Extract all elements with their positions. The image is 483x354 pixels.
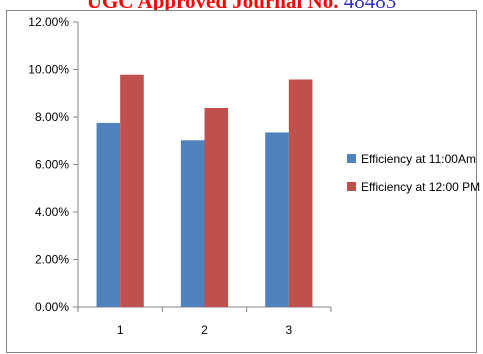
- y-axis: 0.00% 2.00% 4.00% 6.00% 8.00% 10.00% 12.00%: [28, 15, 79, 314]
- bar-series-2-cat-3: [288, 79, 313, 307]
- legend-swatch-1: [347, 154, 356, 163]
- x-axis: 1 2 3: [77, 306, 332, 337]
- y-tick-label: 0.00%: [35, 300, 69, 314]
- bar-series-1-cat-3: [265, 132, 289, 307]
- bar-series-1-cat-2: [180, 140, 205, 307]
- y-tick-label: 2.00%: [35, 253, 69, 267]
- y-tick-label: 4.00%: [35, 205, 69, 219]
- chart-frame: [6, 10, 477, 353]
- y-tick-label: 10.00%: [28, 63, 69, 77]
- journal-banner-label: UGC Approved Journal No.: [86, 0, 339, 13]
- legend-label-2: Efficiency at 12:00 PM: [361, 180, 480, 194]
- legend-swatch-2: [347, 182, 356, 191]
- journal-banner: UGC Approved Journal No. 48483: [0, 0, 483, 12]
- y-tick-label: 8.00%: [35, 110, 69, 124]
- x-tick-label: 1: [117, 323, 124, 337]
- bar-series-2-cat-2: [204, 107, 229, 307]
- legend-label-1: Efficiency at 11:00Am: [361, 152, 476, 166]
- x-tick-label: 3: [285, 323, 292, 337]
- x-tick-label: 2: [201, 323, 208, 337]
- journal-banner-number: 48483: [343, 0, 397, 13]
- y-tick-label: 6.00%: [35, 158, 69, 172]
- legend: Efficiency at 11:00Am Efficiency at 12:00…: [347, 152, 480, 194]
- bar-series-1-cat-1: [96, 122, 121, 307]
- bar-series-2-cat-1: [120, 74, 144, 307]
- bars: [96, 74, 313, 307]
- y-tick-label: 12.00%: [28, 15, 69, 29]
